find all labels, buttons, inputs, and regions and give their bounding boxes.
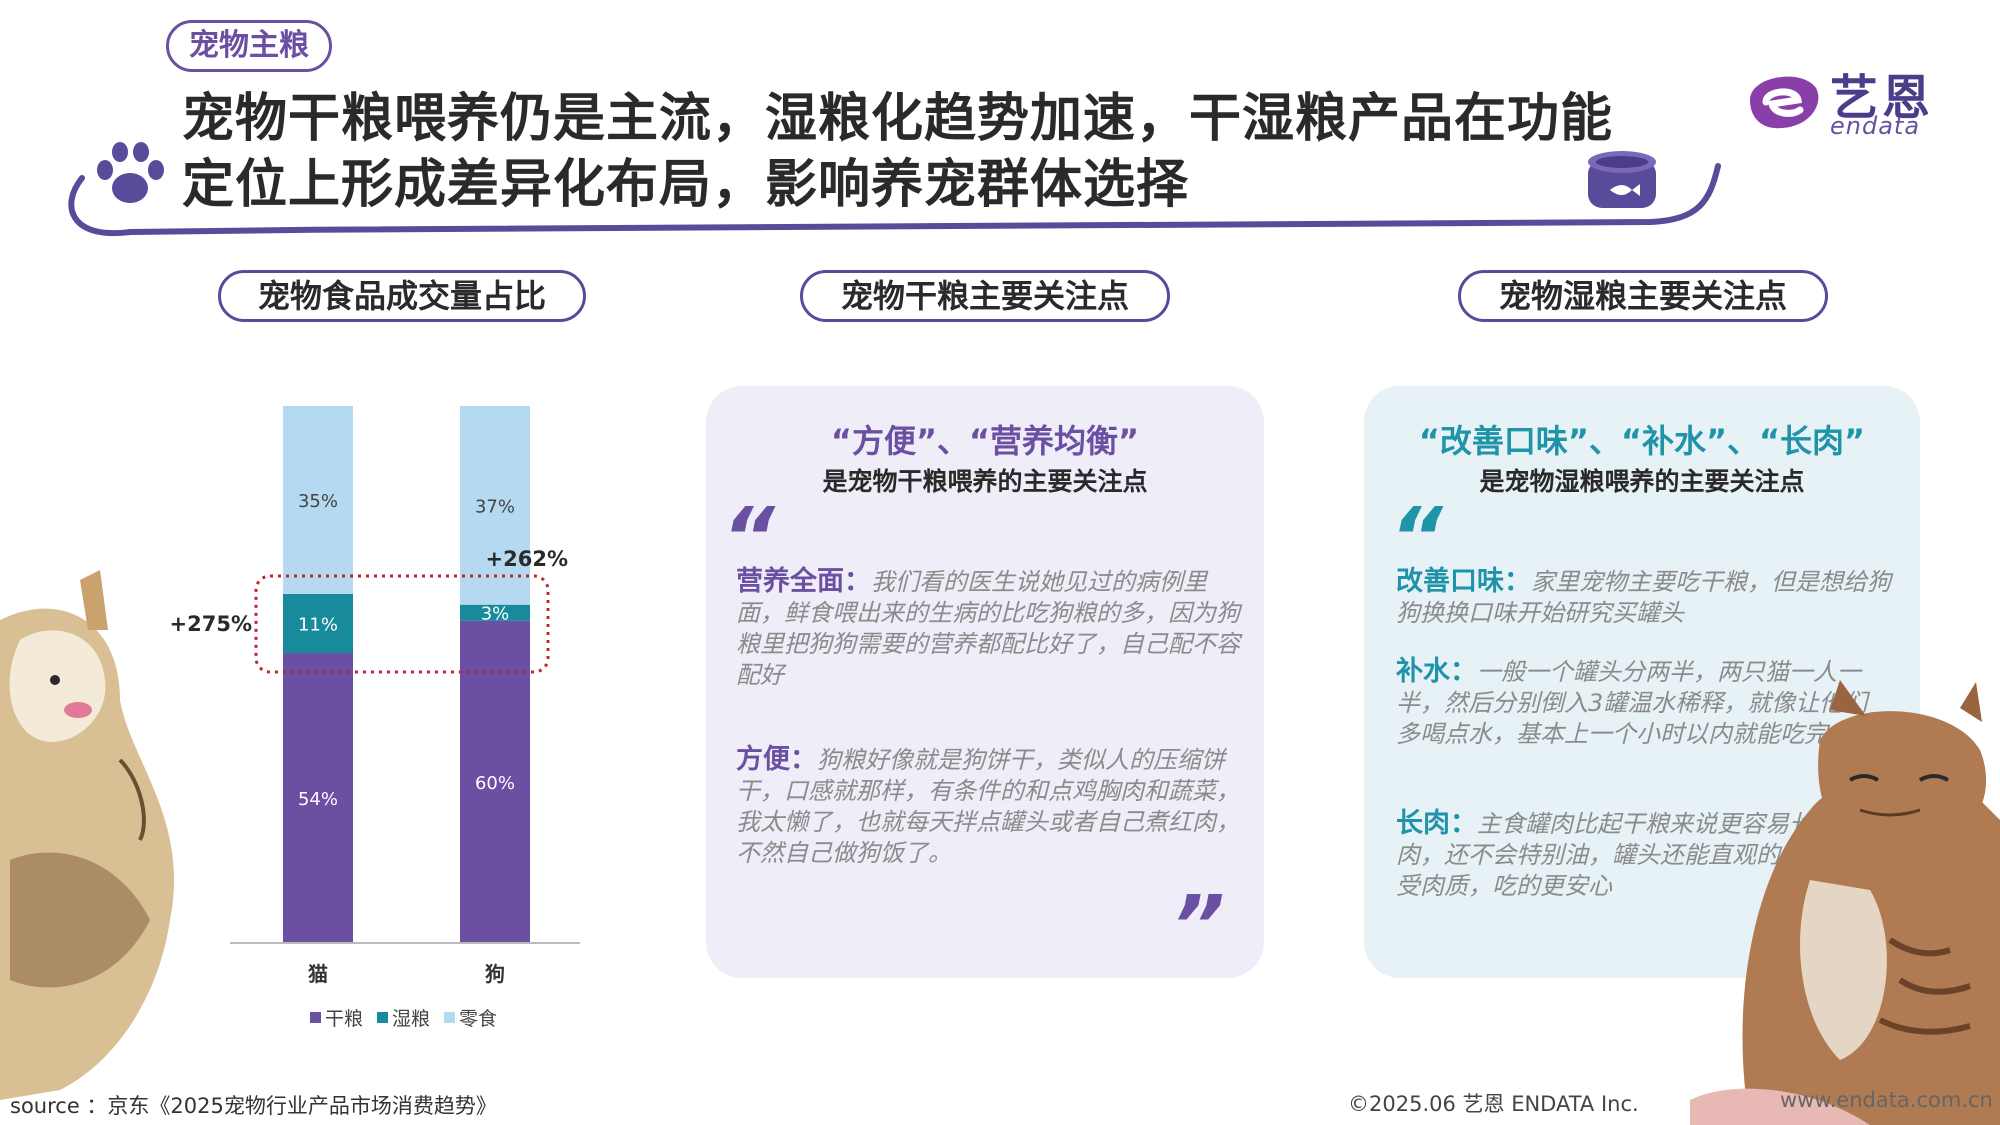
- wet-item-keyword: 长肉：: [1396, 808, 1477, 839]
- bar-value-label: 11%: [298, 614, 338, 635]
- bar-value-label: 37%: [475, 496, 515, 517]
- wet-card-subheading: 是宠物湿粮喂养的主要关注点: [1479, 467, 1805, 496]
- copyright-text: ©2025.06 艺恩 ENDATA Inc.: [1348, 1092, 1639, 1116]
- bar-value-label: 54%: [298, 789, 338, 810]
- page-title-line-1: 宠物干粮喂养仍是主流，湿粮化趋势加速，干湿粮产品在功能: [182, 89, 1614, 149]
- legend-label-wet: 湿粮: [392, 1008, 431, 1030]
- wet-item-taste: 改善口味：家里宠物主要吃干粮，但是想给狗狗换换口味开始研究买罐头: [1396, 566, 1896, 629]
- bar-value-label: 60%: [475, 773, 515, 794]
- dry-item-text: 我们看的医生说她见过的病例里面，鲜食喂出来的生病的比吃狗粮的多，因为狗粮里把狗狗…: [736, 568, 1240, 689]
- legend-swatch-wet: [377, 1012, 389, 1023]
- dry-food-section-pill: 宠物干粮主要关注点: [800, 270, 1170, 322]
- logo-text-cn: 艺恩: [1830, 70, 1935, 126]
- wet-food-section-pill: 宠物湿粮主要关注点: [1458, 270, 1828, 322]
- open-quote-icon: “: [1390, 491, 1443, 586]
- endata-logo-icon: [1750, 76, 1819, 129]
- x-tick-label: 狗: [485, 962, 505, 986]
- page-title-line-2: 定位上形成差异化布局，影响养宠群体选择: [182, 155, 1190, 215]
- bar-segment: [460, 406, 530, 605]
- dog-illustration: [0, 570, 175, 1100]
- bar-value-label: 35%: [298, 491, 338, 512]
- website-link[interactable]: www.endata.com.cn: [1780, 1088, 1993, 1112]
- x-tick-label: 猫: [308, 962, 328, 986]
- chart-section-pill: 宠物食品成交量占比: [218, 270, 586, 322]
- wet-item-text: 家里宠物主要吃干粮，但是想给狗狗换换口味开始研究买罐头: [1396, 568, 1891, 627]
- dry-item-nutrition: 营养全面：我们看的医生说她见过的病例里面，鲜食喂出来的生病的比吃狗粮的多，因为狗…: [736, 566, 1246, 691]
- legend-swatch-dry: [310, 1012, 321, 1023]
- close-quote-icon: ”: [1172, 879, 1225, 974]
- dry-item-text: 狗粮好像就是狗饼干，类似人的压缩饼干，口感就那样，有条件的和点鸡胸肉和蔬菜，我太…: [736, 746, 1240, 867]
- chart-legend: 干粮 湿粮 零食: [310, 1004, 497, 1031]
- legend-swatch-snack: [444, 1012, 456, 1023]
- bar-segment: [283, 593, 353, 654]
- wet-item-text: 主食罐肉比起干粮来说更容易长肉，还不会特别油，罐头还能直观的感受肉质，吃的更安心: [1396, 810, 1813, 900]
- bar-segment: [283, 653, 353, 943]
- bar-value-label: 3%: [481, 604, 510, 625]
- dry-food-card: “方便”、“营养均衡” 是宠物干粮喂养的主要关注点 “ 营养全面：我们看的医生说…: [706, 386, 1264, 978]
- annotation-growth-dog: +262%: [486, 547, 568, 571]
- wet-item-weight-gain: 长肉：主食罐肉比起干粮来说更容易长肉，还不会特别油，罐头还能直观的感受肉质，吃的…: [1396, 808, 1816, 902]
- legend-item-wet: 湿粮: [377, 1004, 430, 1031]
- wet-item-hydration: 补水：一般一个罐头分两半，两只猫一人一半，然后分别倒入3罐温水稀释，就像让他们多…: [1396, 656, 1876, 750]
- wet-item-text: 一般一个罐头分两半，两只猫一人一半，然后分别倒入3罐温水稀释，就像让他们多喝点水…: [1396, 658, 1868, 748]
- legend-label-dry: 干粮: [325, 1008, 364, 1030]
- wet-item-keyword: 补水：: [1396, 656, 1477, 687]
- dry-item-convenience: 方便：狗粮好像就是狗饼干，类似人的压缩饼干，口感就那样，有条件的和点鸡胸肉和蔬菜…: [736, 744, 1246, 869]
- paw-icon: [97, 142, 164, 203]
- legend-item-dry: 干粮: [310, 1004, 363, 1031]
- pet-food-can-icon: [1588, 151, 1656, 208]
- dry-card-heading: “方便”、“营养均衡”: [830, 422, 1140, 460]
- source-note: source ：京东《2025宠物行业产品市场消费趋势》: [10, 1094, 497, 1118]
- open-quote-icon: “: [722, 491, 775, 586]
- dry-card-subheading: 是宠物干粮喂养的主要关注点: [822, 467, 1148, 496]
- bar-segment: [460, 604, 530, 621]
- legend-item-snack: 零食: [444, 1004, 497, 1031]
- section-tag: 宠物主粮: [166, 20, 332, 72]
- dry-item-keyword: 方便：: [736, 744, 817, 775]
- stacked-bar-chart: 54% 11% 35% 猫 60% 3% 37% 狗 +275% +262%: [170, 406, 580, 986]
- wet-item-keyword: 改善口味：: [1396, 566, 1531, 597]
- header-underline-decoration: [68, 163, 1721, 237]
- bar-segment: [460, 620, 530, 943]
- logo-text-en: endata: [1830, 112, 1921, 140]
- bar-segment: [283, 406, 353, 594]
- wet-card-heading: “改善口味”、“补水”、“长肉”: [1418, 422, 1866, 460]
- annotation-growth-cat: +275%: [170, 612, 252, 636]
- cat-illustration: [1690, 680, 2000, 1125]
- legend-label-snack: 零食: [459, 1008, 498, 1030]
- dry-item-keyword: 营养全面：: [736, 566, 871, 597]
